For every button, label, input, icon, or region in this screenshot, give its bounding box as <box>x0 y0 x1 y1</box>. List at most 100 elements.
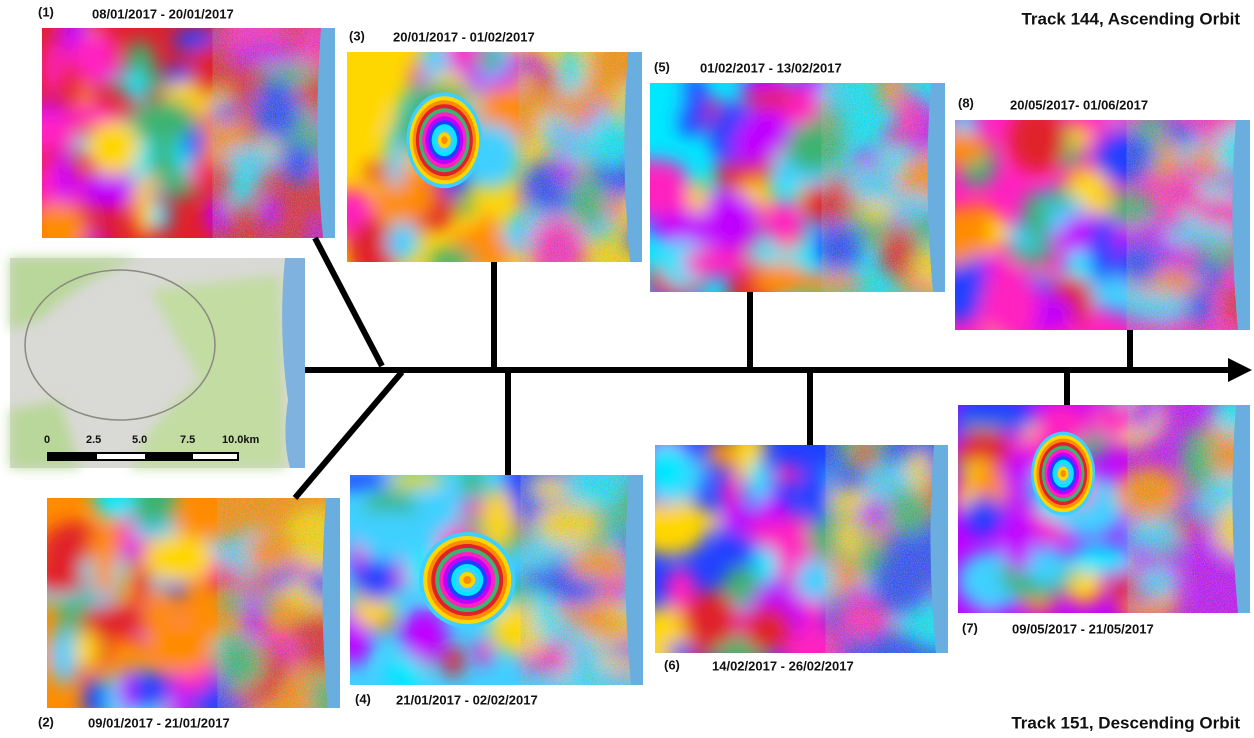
phase-blob <box>131 670 170 710</box>
phase-blob <box>83 677 107 721</box>
panel-dates: 20/01/2017 - 01/02/2017 <box>393 29 535 44</box>
interferogram-image <box>614 60 975 322</box>
panel-number: (7) <box>962 620 978 635</box>
phase-blob <box>56 147 75 202</box>
track-label: Track 151, Descending Orbit <box>1011 713 1240 732</box>
sea <box>282 258 305 468</box>
interferogram <box>614 60 975 322</box>
panel-dates: 20/05/2017- 01/06/2017 <box>1010 97 1148 112</box>
panel-number: (5) <box>654 59 670 74</box>
phase-blob <box>692 612 709 674</box>
phase-blob <box>1040 112 1063 161</box>
phase-blob <box>707 438 735 468</box>
phase-blob <box>954 393 1027 425</box>
interferogram-image <box>624 419 972 675</box>
phase-blob <box>1003 513 1034 571</box>
phase-blob <box>386 222 419 262</box>
phase-blob <box>474 50 504 68</box>
phase-blob <box>740 90 796 107</box>
interferogram-image <box>948 374 1254 623</box>
phase-blob <box>1046 212 1063 233</box>
phase-blob <box>745 606 793 653</box>
phase-blob <box>753 263 810 298</box>
fringe <box>1060 470 1065 477</box>
scale-label: 7.5 <box>180 434 195 446</box>
scale-bar-segment <box>193 454 237 459</box>
phase-blob <box>442 644 465 677</box>
phase-blob <box>479 213 498 251</box>
phase-blob <box>804 460 830 525</box>
phase-blob <box>1050 184 1069 209</box>
phase-blob <box>474 639 493 666</box>
interferogram <box>325 29 659 284</box>
phase-blob <box>118 546 146 562</box>
scale-label: 2.5 <box>86 434 101 446</box>
phase-blob <box>93 539 116 598</box>
phase-blob <box>94 479 135 520</box>
phase-blob <box>43 42 64 95</box>
phase-blob <box>27 562 90 596</box>
panel-number: (6) <box>664 657 680 672</box>
phase-blob <box>85 119 139 175</box>
interferogram <box>8 4 349 263</box>
panel-number: (4) <box>355 691 371 706</box>
phase-blob <box>69 34 118 84</box>
phase-blob <box>192 44 225 97</box>
panel-dates: 08/01/2017 - 20/01/2017 <box>92 6 234 21</box>
interferogram-image <box>11 473 357 735</box>
phase-blob <box>689 180 708 214</box>
phase-blob <box>715 505 757 532</box>
phase-blob <box>464 465 481 500</box>
location-map: 0 2.5 5.0 7.5 10.0km <box>10 258 305 468</box>
phase-blob <box>143 534 214 582</box>
phase-blob <box>987 258 1024 317</box>
phase-blob <box>1090 218 1115 284</box>
fringe <box>463 576 471 584</box>
phase-blob <box>681 249 747 278</box>
interferogram <box>624 419 972 675</box>
phase-blob <box>656 73 684 119</box>
phase-blob <box>427 247 475 275</box>
panel-dates: 14/02/2017 - 26/02/2017 <box>712 658 854 673</box>
interferogram <box>932 92 1254 348</box>
panel-dates: 21/01/2017 - 02/02/2017 <box>396 692 538 707</box>
figure: 0 2.5 5.0 7.5 10.0km Track 144, Ascendin… <box>0 0 1254 738</box>
phase-blob <box>127 70 146 104</box>
phase-blob <box>753 547 778 582</box>
phase-blob <box>28 203 87 260</box>
phase-blob <box>796 558 835 601</box>
interferogram-image <box>932 92 1254 348</box>
phase-blob <box>187 166 207 184</box>
panel-dates: 09/01/2017 - 21/01/2017 <box>88 715 230 730</box>
phase-blob <box>1097 406 1132 439</box>
phase-blob <box>74 630 99 670</box>
phase-blob <box>1023 192 1050 243</box>
scale-label: 5.0 <box>132 434 147 446</box>
interferogram <box>11 473 357 735</box>
panel-dates: 01/02/2017 - 13/02/2017 <box>700 60 842 75</box>
panel-dates: 09/05/2017 - 21/05/2017 <box>1012 621 1154 636</box>
phase-blob <box>131 99 195 143</box>
phase-blob <box>651 508 721 535</box>
scale-label: 10.0km <box>222 434 260 446</box>
panel-number: (8) <box>958 95 974 110</box>
interferogram-image <box>320 457 678 702</box>
arrow-head <box>1228 358 1252 382</box>
phase-blob <box>731 126 775 163</box>
phase-blob <box>682 591 739 648</box>
phase-blob <box>645 441 686 495</box>
phase-blob <box>343 99 387 135</box>
panel-number: (3) <box>349 28 365 43</box>
interferogram-image <box>325 29 659 284</box>
phase-blob <box>757 492 789 523</box>
interferogram-image <box>8 4 349 263</box>
phase-blob <box>151 199 169 232</box>
panel-number: (2) <box>38 714 54 729</box>
phase-blob <box>385 472 446 488</box>
track-label: Track 144, Ascending Orbit <box>1021 9 1240 28</box>
interferogram <box>948 374 1254 623</box>
phase-blob <box>320 471 391 490</box>
scale-label: 0 <box>44 434 50 446</box>
panel-number: (1) <box>38 4 54 19</box>
fringe <box>441 136 447 144</box>
